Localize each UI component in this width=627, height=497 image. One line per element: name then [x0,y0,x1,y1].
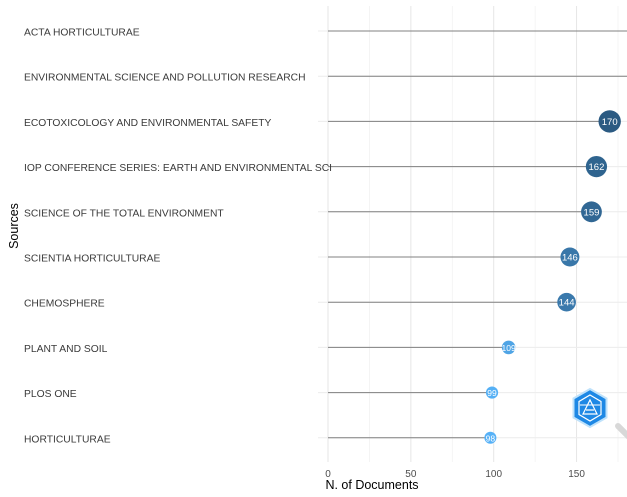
category-label: ENVIRONMENTAL SCIENCE AND POLLUTION RESE… [24,73,306,84]
data-label: 146 [562,253,578,264]
y-axis-title: Sources [7,203,21,249]
data-label: 144 [559,298,575,309]
x-axis-title: N. of Documents [325,478,418,492]
data-label: 109 [502,343,516,353]
data-label: 98 [486,433,496,443]
point-layer: 2091991701621591461441099998 [484,17,627,444]
category-label: ACTA HORTICULTURAE [24,28,140,39]
category-label: SCIENTIA HORTICULTURAE [24,254,160,265]
category-label: PLOS ONE [24,389,77,400]
data-label: 162 [589,162,605,173]
category-label: IOP CONFERENCE SERIES: EARTH AND ENVIRON… [24,163,332,174]
data-label: 170 [602,117,618,128]
category-label: CHEMOSPHERE [24,299,105,310]
watermark-logo-icon [574,389,627,438]
data-label: 159 [584,207,600,218]
stem-layer [328,31,627,438]
category-label: ECOTOXICOLOGY AND ENVIRONMENTAL SAFETY [24,118,271,129]
category-label: HORTICULTURAE [24,434,111,445]
x-tick-label: 100 [485,469,502,480]
category-label: PLANT AND SOIL [24,344,108,355]
category-labels: ACTA HORTICULTURAE ENVIRONMENTAL SCIENCE … [24,28,332,446]
x-tick-label: 150 [568,469,585,480]
category-label: SCIENCE OF THE TOTAL ENVIRONMENT [24,208,224,219]
data-label: 99 [487,388,497,398]
